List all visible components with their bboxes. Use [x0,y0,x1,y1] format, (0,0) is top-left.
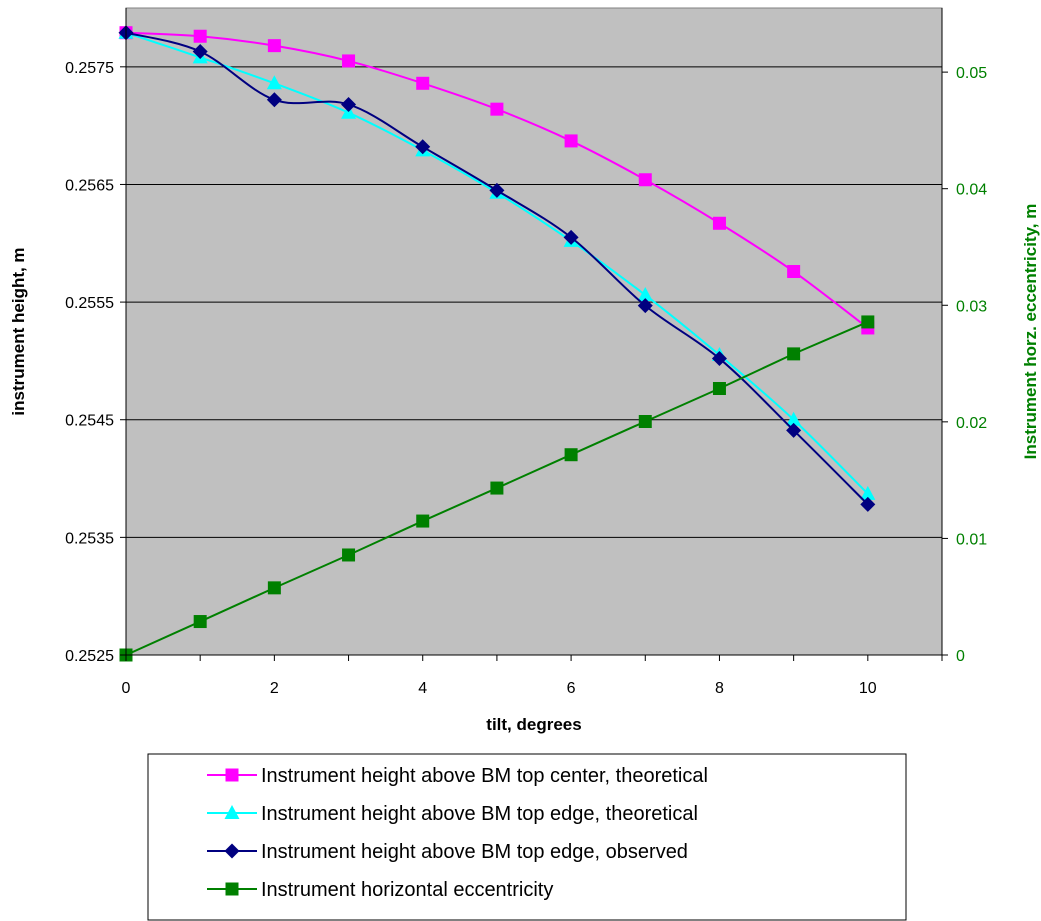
legend-entry: Instrument height above BM top center, t… [207,765,708,787]
data-point [490,102,504,116]
data-point [637,287,653,302]
legend-entry: Instrument horizontal eccentricity [207,879,553,901]
data-point [563,229,579,245]
series-4 [119,315,875,662]
y2-tick-label: 0.03 [956,298,987,315]
x-tick-label: 4 [418,680,427,697]
data-point [711,351,727,367]
data-point [787,265,801,279]
data-point [786,411,802,426]
legend: Instrument height above BM top center, t… [147,753,907,921]
data-point [860,485,876,500]
legend-label: Instrument horizontal eccentricity [261,879,553,901]
data-point [341,96,357,112]
y2-tick-label: 0.05 [956,65,987,82]
data-point [193,615,207,629]
x-tick-label: 10 [859,680,877,697]
y-tick-label: 0.2535 [65,530,114,547]
series-line [125,31,869,506]
y-tick-label: 0.2545 [65,413,114,430]
y2-tick-label: 0.01 [956,531,987,548]
legend-label: Instrument height above BM top edge, the… [261,803,698,825]
data-point [786,422,802,438]
data-point [638,414,652,428]
data-point [416,76,430,90]
y-tick-label: 0.2525 [65,648,114,665]
series-line [125,31,869,329]
series-line [125,31,869,495]
legend-label: Instrument height above BM top center, t… [261,765,708,787]
data-point [787,347,801,361]
y-axis-title: instrument height, m [9,247,28,415]
data-point [266,75,282,90]
x-tick-label: 0 [122,680,131,697]
y2-tick-label: 0 [956,648,965,665]
legend-entry: Instrument height above BM top edge, the… [207,803,698,825]
legend-box [147,753,907,921]
x-tick-label: 6 [567,680,576,697]
series-layer [118,24,876,662]
data-point [342,548,356,562]
legend-marker [224,843,240,859]
y-tick-label: 0.2575 [65,60,114,77]
data-point [861,315,875,329]
plot-area [125,7,943,656]
data-point [712,216,726,230]
y2-tick-label: 0.02 [956,415,987,432]
data-point [564,448,578,462]
y-tick-label: 0.2555 [65,295,114,312]
legend-marker [225,768,239,782]
data-point [416,514,430,528]
data-point [489,182,505,198]
data-point [564,134,578,148]
data-point [415,139,431,155]
data-point [712,382,726,396]
y2-axis-title: Instrument horz. eccentricity, m [1021,204,1040,460]
data-point [192,44,208,60]
legend-label: Instrument height above BM top edge, obs… [261,841,688,863]
series-3 [118,25,876,512]
data-point [267,39,281,53]
y2-tick-label: 0.04 [956,182,987,199]
data-point [638,173,652,187]
data-point [342,54,356,68]
legend-entry: Instrument height above BM top edge, obs… [207,841,688,863]
axes: 0.2525 0.2535 0.2545 0.2555 0.2565 0.2575 0 0.0… [65,8,987,697]
data-point [490,481,504,495]
data-point [860,496,876,512]
data-point [193,29,207,43]
x-tick-label: 2 [270,680,279,697]
legend-marker [225,882,239,896]
data-point [266,92,282,108]
x-axis-title: tilt, degrees [486,715,581,734]
y-tick-label: 0.2565 [65,177,114,194]
data-point [267,581,281,595]
data-point [637,298,653,314]
x-tick-label: 8 [715,680,724,697]
legend-marker [224,805,240,819]
